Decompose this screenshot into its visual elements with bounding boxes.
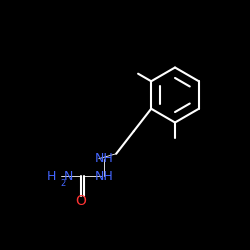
Text: 2: 2 [60,179,65,188]
Text: N: N [64,170,73,183]
Text: NH: NH [94,170,113,183]
Text: NH: NH [94,152,113,165]
Text: H: H [47,170,56,183]
Text: O: O [76,194,86,208]
